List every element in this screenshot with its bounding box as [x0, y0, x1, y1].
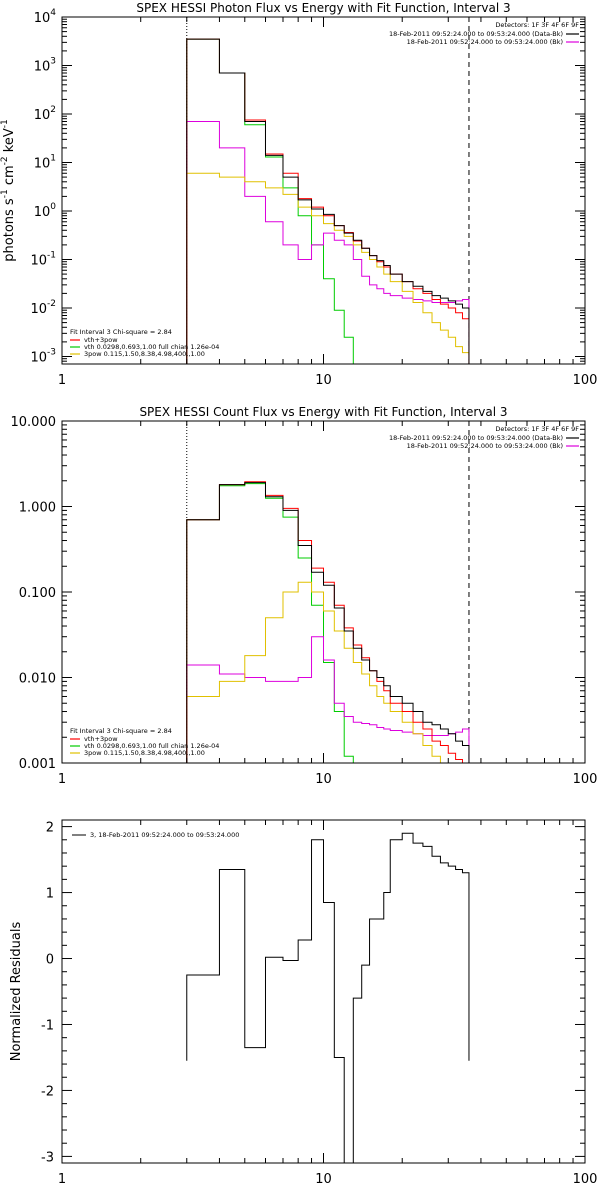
y-tick-label: 104 — [34, 8, 57, 26]
x-tick-label: 100 — [573, 772, 598, 787]
series-bk — [186, 121, 470, 364]
legend-entry-text: 18-Feb-2011 09:52:24.000 to 09:53:24.000… — [389, 30, 563, 38]
y-tick-label: 103 — [34, 56, 56, 74]
y-tick-label: 0.100 — [19, 586, 56, 601]
legend-entry-text: 18-Feb-2011 09:52:24.000 to 09:53:24.000… — [407, 38, 563, 46]
y-axis-label: photons s-1 cm-2 keV-1 — [0, 119, 17, 261]
series-group — [186, 38, 470, 364]
series-group — [186, 481, 470, 763]
y-tick-label: 100 — [34, 202, 57, 220]
y-tick-label: 2 — [46, 821, 54, 836]
series-vth-3pow — [186, 481, 470, 763]
plot-frame — [61, 16, 586, 365]
y-tick-label: 1 — [46, 887, 54, 902]
series-3pow — [186, 172, 470, 364]
y-tick-label: 10-3 — [30, 347, 56, 365]
series-bk — [186, 636, 470, 763]
series-group — [186, 832, 470, 1163]
x-tick-label: 100 — [573, 373, 598, 388]
x-tick-label: 1 — [58, 772, 66, 787]
y-tick-label: 10-2 — [30, 299, 56, 317]
detectors-label: Detectors: 1F 3F 4F 6F 9F — [495, 425, 579, 433]
legend-entry-text: 18-Feb-2011 09:52:24.000 to 09:53:24.000… — [389, 434, 563, 442]
series-vth — [186, 38, 363, 364]
y-tick-label: 101 — [34, 153, 56, 171]
x-tick-label: 10 — [315, 373, 332, 388]
series-vth — [186, 483, 354, 763]
legend-entry-text: vth+3pow — [84, 735, 118, 743]
panel-3: 1 10 100 -3 -2 -1 0 1 2 Normalized Residuals 3, 18… — [9, 819, 598, 1187]
legend-entry-text: 3, 18-Feb-2011 09:52:24.000 to 09:53:24.… — [90, 831, 239, 839]
y-axis-label: Normalized Residuals — [9, 922, 24, 1062]
fit-legend-header: Fit Interval 3 Chi-square = 2.84 — [70, 328, 172, 336]
y-tick-label: -2 — [41, 1084, 54, 1099]
y-tick-label: 1.000 — [19, 501, 56, 516]
series-3pow — [186, 581, 441, 763]
y-tick-label: 10.000 — [11, 415, 57, 430]
y-tick-label: 102 — [34, 105, 56, 123]
y-tick-label: 10-1 — [30, 250, 56, 268]
series-3-18-feb-2011-09-52-24-000-to-09-53-24-000 — [186, 832, 470, 1163]
x-tick-label: 1 — [58, 1172, 66, 1187]
legend-entry-text: 18-Feb-2011 09:52:24.000 to 09:53:24.000… — [407, 442, 563, 450]
panel-2: SPEX HESSI Count Flux vs Energy with Fit… — [11, 405, 598, 787]
x-tick-label: 10 — [315, 1172, 332, 1187]
x-tick-label: 1 — [58, 373, 66, 388]
y-tick-label: 0.010 — [19, 672, 56, 687]
y-tick-label: -3 — [41, 1150, 54, 1165]
chart-title: SPEX HESSI Count Flux vs Energy with Fit… — [139, 405, 507, 419]
series-vth-3pow — [186, 38, 470, 364]
legend-entry-text: vth 0.0298,0.693,1.00 full chian 1.26e-0… — [84, 343, 219, 351]
y-tick-label: 0 — [46, 953, 54, 968]
legend-entry-text: 3pow 0.115,1.50,8.38,4.98,400.,1.00 — [84, 350, 205, 358]
chart-title: SPEX HESSI Photon Flux vs Energy with Fi… — [136, 1, 510, 15]
legend-entry-text: 3pow 0.115,1.50,8.38,4.98,400.,1.00 — [84, 749, 205, 757]
series-data-bk — [186, 482, 470, 763]
series-data-bk — [186, 38, 470, 364]
fit-legend-header: Fit Interval 3 Chi-square = 2.84 — [70, 727, 172, 735]
x-tick-label: 10 — [315, 772, 332, 787]
legend-entry-text: vth 0.0298,0.693,1.00 full chian 1.26e-0… — [84, 742, 219, 750]
legend-entry-text: vth+3pow — [84, 336, 118, 344]
y-tick-label: 0.001 — [19, 757, 56, 772]
panel-1: SPEX HESSI Photon Flux vs Energy with Fi… — [0, 1, 597, 388]
detectors-label: Detectors: 1F 3F 4F 6F 9F — [495, 21, 579, 29]
y-tick-label: -1 — [41, 1018, 54, 1033]
x-tick-label: 100 — [573, 1172, 598, 1187]
